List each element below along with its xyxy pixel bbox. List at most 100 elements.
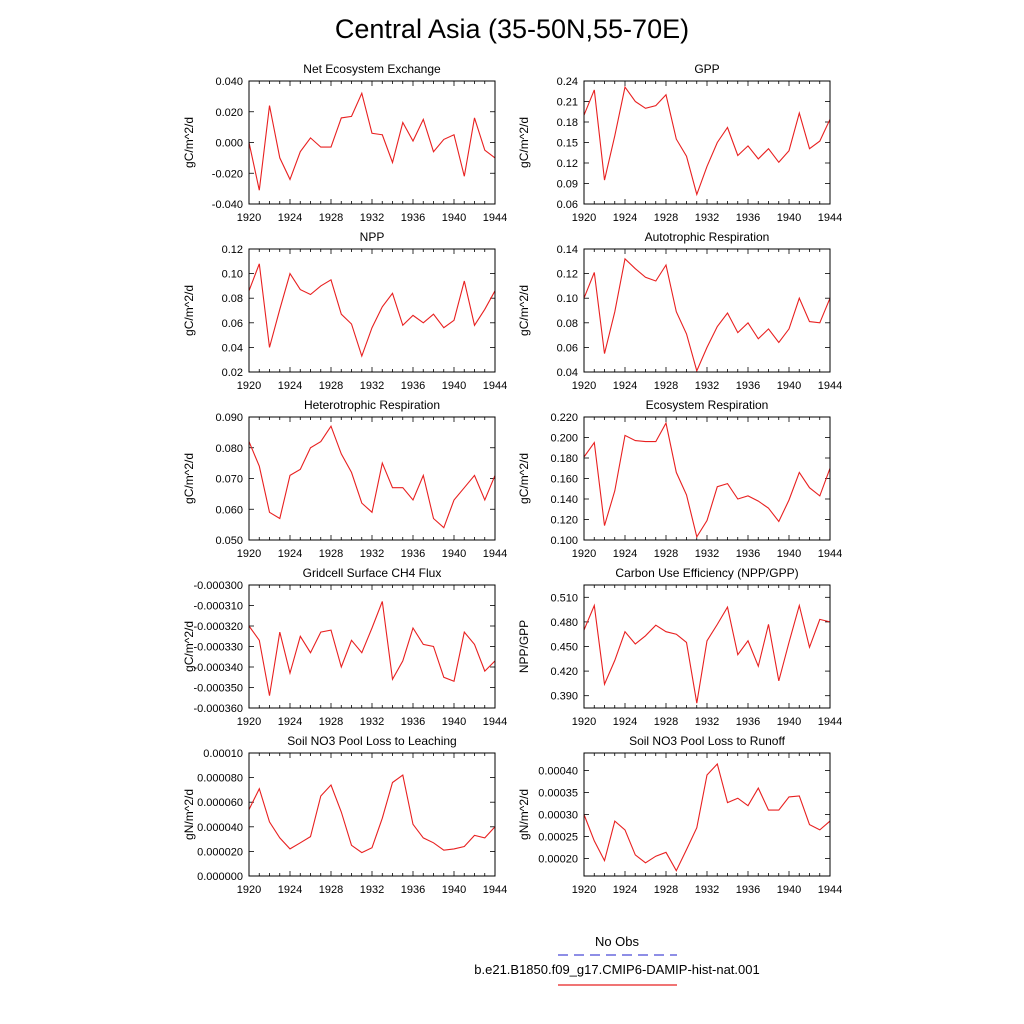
- y-tick-label: 0.000080: [197, 773, 243, 785]
- y-tick-label: 0.04: [222, 342, 243, 354]
- x-tick-label: 1944: [483, 716, 507, 728]
- x-tick-label: 1928: [319, 884, 343, 896]
- y-tick-label: -0.000310: [193, 601, 243, 613]
- y-tick-label: 0.06: [557, 199, 578, 211]
- y-tick-label: 0.120: [550, 515, 578, 527]
- x-tick-label: 1928: [319, 548, 343, 560]
- x-tick-label: 1932: [695, 548, 719, 560]
- y-tick-label: 0.06: [222, 318, 243, 330]
- x-tick-label: 1924: [613, 884, 637, 896]
- series-line: [583, 762, 831, 872]
- panel-title: Autotrophic Respiration: [645, 230, 770, 244]
- panel-title: Net Ecosystem Exchange: [303, 62, 441, 76]
- y-axis-label: gC/m^2/d: [517, 285, 531, 336]
- y-tick-label: 0.21: [557, 97, 578, 109]
- y-tick-label: 0.04: [557, 367, 578, 379]
- y-axis-label: gN/m^2/d: [517, 789, 531, 840]
- x-tick-label: 1924: [278, 716, 302, 728]
- y-axis-label: NPP/GPP: [517, 620, 531, 673]
- x-tick-label: 1936: [736, 212, 760, 224]
- y-tick-label: 0.510: [550, 592, 578, 604]
- panel-title: Carbon Use Efficiency (NPP/GPP): [615, 566, 798, 580]
- y-tick-label: 0.450: [550, 642, 578, 654]
- x-tick-label: 1924: [613, 548, 637, 560]
- y-tick-label: 0.12: [557, 158, 578, 170]
- y-tick-label: 0.390: [550, 691, 578, 703]
- x-tick-label: 1920: [237, 884, 261, 896]
- x-tick-label: 1944: [483, 212, 507, 224]
- y-tick-label: 0.08: [222, 293, 243, 305]
- chart-panel-5: Heterotrophic Respiration gC/m^2/d 1920 192…: [182, 398, 507, 560]
- plot-frame: [248, 80, 496, 205]
- figure-title: Central Asia (35-50N,55-70E): [334, 14, 690, 44]
- x-tick-label: 1928: [654, 884, 678, 896]
- y-axis-label: gC/m^2/d: [182, 285, 196, 336]
- x-tick-label: 1940: [442, 212, 466, 224]
- x-tick-label: 1940: [442, 716, 466, 728]
- y-tick-label: 0.00025: [538, 831, 578, 843]
- panel-title: Soil NO3 Pool Loss to Leaching: [287, 734, 456, 748]
- x-tick-label: 1944: [483, 548, 507, 560]
- plot-frame: [583, 416, 831, 541]
- x-tick-label: 1932: [695, 212, 719, 224]
- y-tick-label: 0.160: [550, 474, 578, 486]
- x-tick-label: 1932: [360, 548, 384, 560]
- x-tick-label: 1940: [442, 380, 466, 392]
- x-tick-label: 1928: [319, 212, 343, 224]
- y-tick-label: 0.000040: [197, 822, 243, 834]
- y-tick-label: 0.000060: [197, 797, 243, 809]
- y-tick-label: 0.00030: [538, 810, 578, 822]
- series-line: [248, 774, 496, 854]
- x-tick-label: 1936: [736, 548, 760, 560]
- y-tick-label: 0.06: [557, 342, 578, 354]
- y-tick-label: 0.080: [215, 443, 243, 455]
- plot-frame: [583, 248, 831, 373]
- series-line: [583, 85, 831, 197]
- y-tick-label: 0.070: [215, 474, 243, 486]
- x-tick-label: 1944: [818, 380, 842, 392]
- y-tick-label: -0.000320: [193, 621, 243, 633]
- plot-frame: [248, 752, 496, 877]
- chart-panel-9: Soil NO3 Pool Loss to Leaching gN/m^2/d 19…: [182, 734, 507, 896]
- series-line: [583, 603, 831, 704]
- x-tick-label: 1928: [654, 716, 678, 728]
- x-tick-label: 1928: [654, 212, 678, 224]
- plot-frame: [248, 584, 496, 709]
- series-line: [248, 263, 496, 358]
- y-tick-label: -0.000300: [193, 580, 243, 592]
- x-tick-label: 1928: [654, 380, 678, 392]
- y-tick-label: 0.200: [550, 433, 578, 445]
- x-tick-label: 1944: [818, 884, 842, 896]
- x-tick-label: 1920: [237, 380, 261, 392]
- panel-grid: Net Ecosystem Exchange gC/m^2/d 1920 1924 19…: [182, 62, 842, 896]
- panel-title: Soil NO3 Pool Loss to Runoff: [629, 734, 786, 748]
- y-tick-label: 0.100: [550, 535, 578, 547]
- y-tick-label: 0.220: [550, 412, 578, 424]
- x-tick-label: 1936: [401, 884, 425, 896]
- x-tick-label: 1940: [777, 548, 801, 560]
- x-tick-label: 1944: [483, 884, 507, 896]
- x-tick-label: 1940: [777, 884, 801, 896]
- y-tick-label: -0.020: [212, 168, 243, 180]
- panel-title: GPP: [694, 62, 719, 76]
- y-tick-label: 0.24: [557, 76, 578, 88]
- y-tick-label: 0.12: [557, 269, 578, 281]
- x-tick-label: 1936: [401, 212, 425, 224]
- y-axis-label: gC/m^2/d: [517, 117, 531, 168]
- x-tick-label: 1920: [572, 380, 596, 392]
- x-tick-label: 1932: [695, 884, 719, 896]
- y-tick-label: 0.140: [550, 494, 578, 506]
- series-line: [248, 91, 496, 191]
- legend-label-no-obs: No Obs: [595, 934, 640, 949]
- y-axis-label: gC/m^2/d: [182, 117, 196, 168]
- x-tick-label: 1944: [483, 380, 507, 392]
- plot-frame: [248, 248, 496, 373]
- x-tick-label: 1932: [360, 884, 384, 896]
- x-tick-label: 1924: [613, 212, 637, 224]
- x-tick-label: 1924: [613, 716, 637, 728]
- x-tick-label: 1940: [777, 380, 801, 392]
- x-tick-label: 1924: [613, 380, 637, 392]
- x-tick-label: 1920: [237, 716, 261, 728]
- x-tick-label: 1928: [319, 380, 343, 392]
